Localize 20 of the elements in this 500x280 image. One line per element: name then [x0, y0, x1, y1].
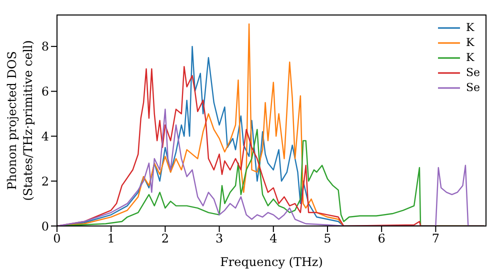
legend-label: Se — [466, 65, 480, 80]
x-axis-title: Frequency (THz) — [220, 255, 323, 269]
x-tick-label: 2 — [161, 232, 170, 246]
x-tick-label: 5 — [324, 232, 332, 246]
y-axis-title: Phonon projected DOS (States/THz·primitive cell) — [5, 40, 35, 201]
x-tick-label: 1 — [107, 232, 115, 246]
legend-label: K — [466, 20, 474, 35]
y-tick-label: 2 — [41, 174, 49, 188]
legend-label: K — [466, 35, 474, 50]
x-tick-label: 3 — [215, 232, 224, 246]
x-tick-label: 7 — [432, 232, 440, 246]
y-tick-label: 4 — [41, 129, 50, 144]
x-tick-label: 0 — [53, 232, 61, 246]
y-tick-label: 8 — [41, 40, 49, 54]
x-tick-label: 6 — [378, 232, 386, 246]
legend-label: K — [466, 50, 474, 65]
y-tick-label: 0 — [41, 219, 49, 234]
y-tick-label: 6 — [41, 84, 49, 99]
legend-label: Se — [466, 80, 480, 95]
x-tick-label: 4 — [270, 232, 278, 246]
